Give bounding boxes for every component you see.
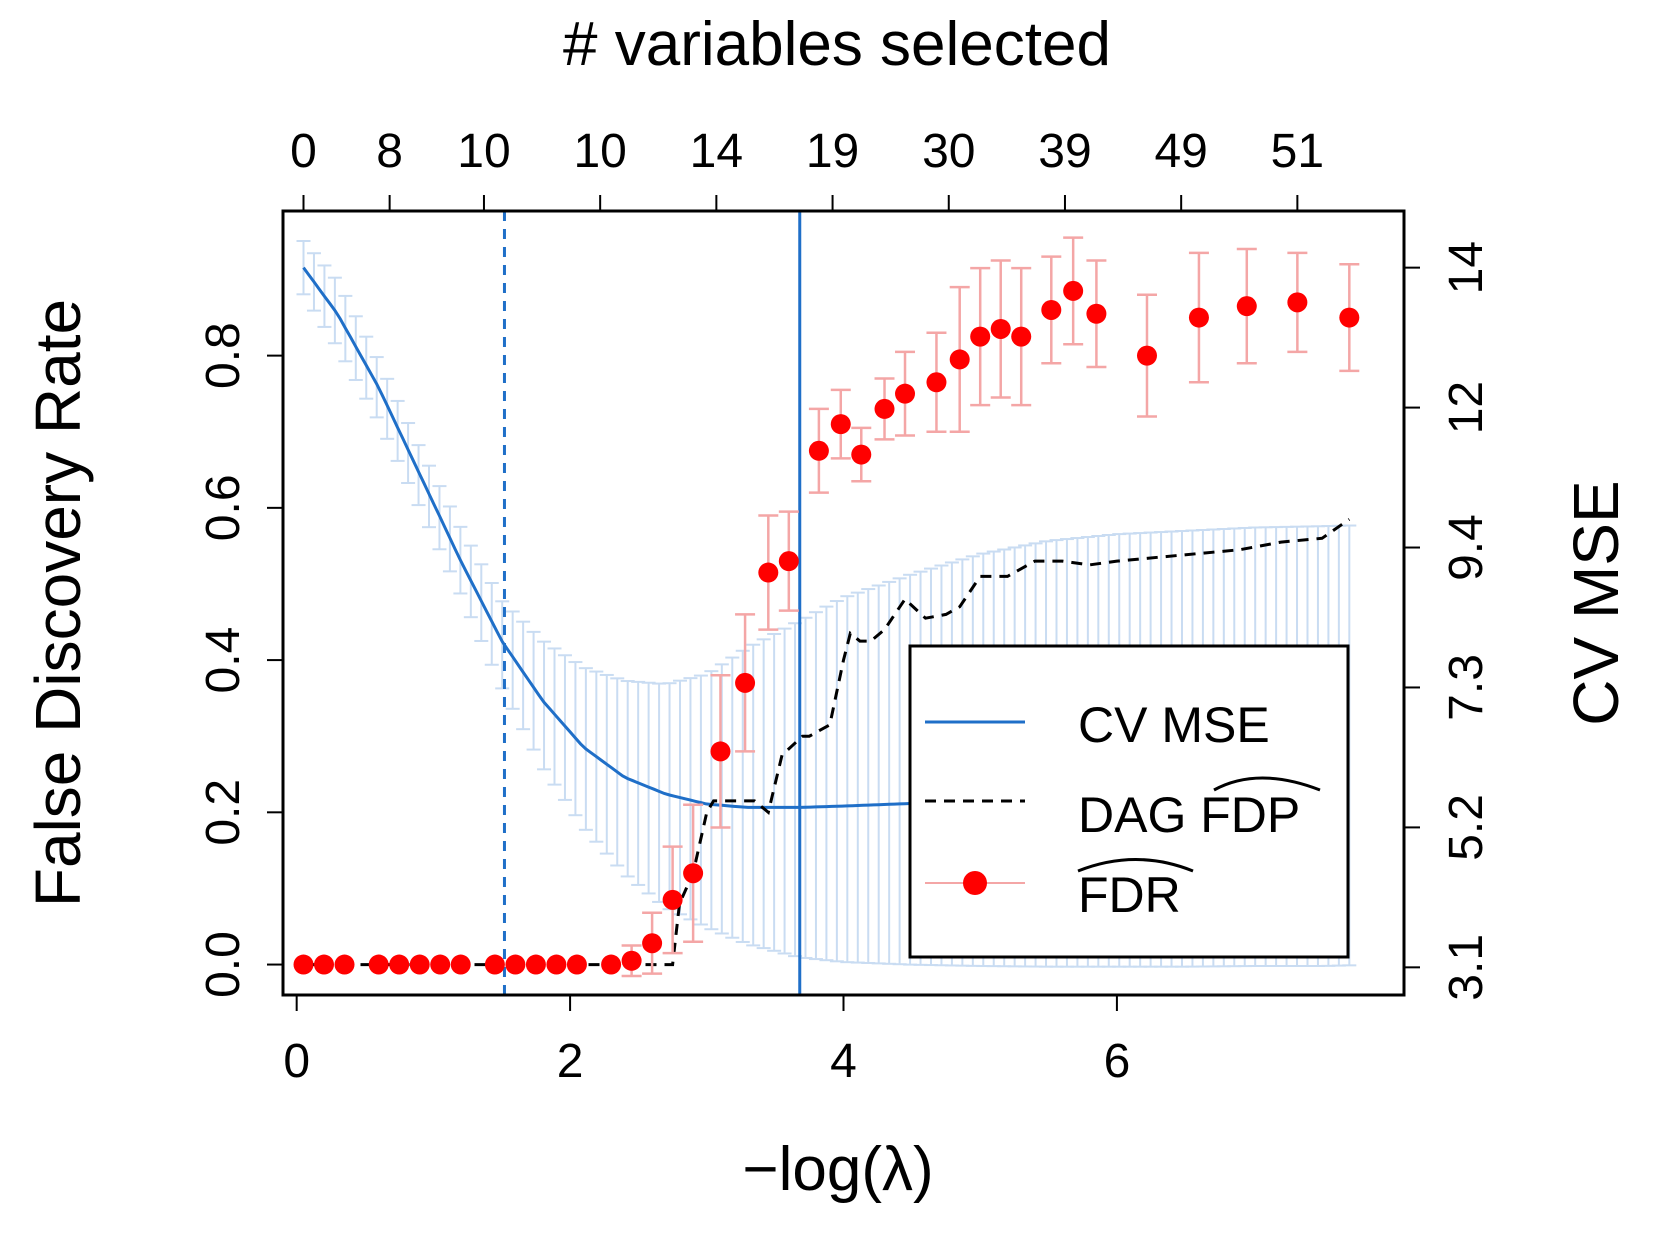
y2-axis-label: CV MSE	[1560, 480, 1632, 725]
top-tick-label: 0	[290, 125, 317, 178]
fdr-point	[970, 326, 991, 347]
y2-tick-label: 12	[1440, 381, 1493, 434]
fdr-point	[293, 954, 314, 975]
legend-fdr-hat	[1077, 858, 1194, 873]
top-tick-label: 30	[922, 125, 975, 178]
fdr-point	[990, 318, 1011, 339]
fdr-point	[368, 954, 389, 975]
top-tick-labels: 0 8 10 10 14 19 30 39 49 51	[290, 125, 1324, 211]
fdr-point	[621, 950, 642, 971]
top-tick-label: 10	[573, 125, 626, 178]
fdr-point	[808, 440, 829, 461]
fdr-point	[683, 863, 704, 884]
y2-tick-labels: 3.1 5.2 7.3 9.4 12 14	[1404, 241, 1493, 1001]
fdr-point	[778, 551, 799, 572]
fdr-point	[1011, 326, 1032, 347]
top-tick-label: 8	[376, 125, 403, 178]
legend: CV MSE DAG FDP FDR	[908, 644, 1350, 959]
y2-tick-label: 5.2	[1440, 794, 1493, 861]
fdr-point	[662, 889, 683, 910]
legend-dag-fdp-label: DAG FDP	[1078, 787, 1300, 843]
fdr-point	[895, 383, 916, 404]
fdr-points	[293, 280, 1360, 975]
fdr-point	[409, 954, 430, 975]
legend-cv-mse-label: CV MSE	[1078, 697, 1270, 753]
fdr-point	[1063, 280, 1084, 301]
fdr-point	[450, 954, 471, 975]
x-tick-label: 4	[830, 1035, 857, 1088]
y-tick-labels: 0.0 0.2 0.4 0.6 0.8	[197, 322, 283, 998]
fdr-point	[389, 954, 410, 975]
fdr-point	[484, 954, 505, 975]
fdr-point	[1136, 345, 1157, 366]
plot-frame	[281, 209, 1406, 997]
top-tick-label: 14	[690, 125, 743, 178]
y-tick-label: 0.8	[197, 322, 250, 389]
x-tick-label: 6	[1104, 1035, 1131, 1088]
fdr-point	[851, 444, 872, 465]
top-tick-label: 39	[1038, 125, 1091, 178]
legend-dag-fdp-hat	[1213, 776, 1321, 792]
x-axis-label: −log(λ)	[742, 1135, 933, 1204]
fdr-point	[525, 954, 546, 975]
top-tick-label: 49	[1154, 125, 1207, 178]
top-tick-label: 51	[1271, 125, 1324, 178]
fdr-point	[1086, 303, 1107, 324]
fdr-point	[1188, 307, 1209, 328]
fdr-point	[505, 954, 526, 975]
y2-tick-label: 14	[1440, 241, 1493, 294]
fdr-point	[1041, 299, 1062, 320]
legend-dag-fdp-hat-text: FDP	[1200, 787, 1300, 843]
fdr-point	[735, 672, 756, 693]
y-tick-label: 0.4	[197, 627, 250, 694]
top-axis-label: # variables selected	[563, 10, 1111, 79]
fdr-point	[314, 954, 335, 975]
fdr-point	[949, 349, 970, 370]
x-tick-label: 2	[557, 1035, 584, 1088]
fdr-point	[1339, 307, 1360, 328]
fdr-point	[642, 933, 663, 954]
fdr-point	[874, 398, 895, 419]
y2-tick-label: 7.3	[1440, 654, 1493, 721]
fdr-point	[710, 741, 731, 762]
fdr-point	[601, 954, 622, 975]
legend-fdr-label: FDR	[1078, 867, 1181, 923]
fdr-point	[830, 414, 851, 435]
dag-fdp-line	[303, 518, 1351, 967]
y2-tick-label: 9.4	[1440, 514, 1493, 581]
y-axis-label: False Discovery Rate	[22, 299, 94, 907]
fdr-point	[926, 372, 947, 393]
y-tick-label: 0.0	[197, 931, 250, 998]
y2-tick-label: 3.1	[1440, 934, 1493, 1001]
x-tick-labels: 0 2 4 6	[283, 995, 1130, 1088]
y-tick-label: 0.2	[197, 779, 250, 846]
legend-fdr-marker	[963, 871, 987, 895]
fdr-point	[546, 954, 567, 975]
x-tick-label: 0	[283, 1035, 310, 1088]
top-tick-label: 19	[806, 125, 859, 178]
reference-lines	[502, 211, 802, 995]
fdr-point	[334, 954, 355, 975]
top-tick-label: 10	[457, 125, 510, 178]
fdr-point	[566, 954, 587, 975]
fdr-point	[1287, 292, 1308, 313]
legend-dag-fdp-prefix: DAG	[1078, 787, 1200, 843]
y-tick-label: 0.6	[197, 474, 250, 541]
fdr-point	[758, 562, 779, 583]
fdr-point	[1236, 296, 1257, 317]
fdr-point	[430, 954, 451, 975]
